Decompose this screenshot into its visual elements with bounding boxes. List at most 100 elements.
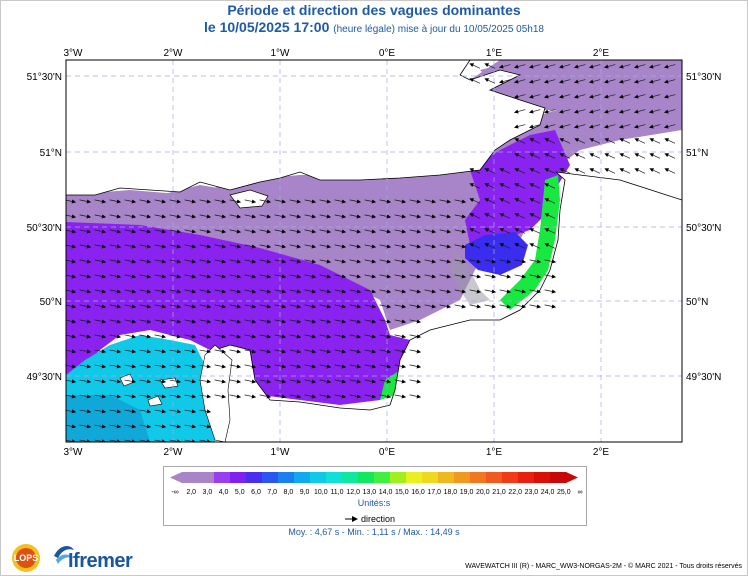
lon-label-top-3: 0°E [379,48,396,59]
direction-arrow [604,124,616,129]
direction-arrow [124,289,137,294]
direction-arrow [154,289,167,294]
color-scale-tick-label: 16,0 [411,489,425,496]
direction-arrow [169,379,182,384]
direction-arrow [634,64,646,69]
direction-arrow [139,229,152,234]
direction-arrow [334,349,347,354]
direction-arrow [604,138,616,144]
direction-arrow [139,304,152,309]
direction-arrow [394,394,407,399]
direction-arrow [349,319,362,324]
direction-arrow [349,349,362,354]
direction-arrow [544,289,557,294]
direction-arrow [364,394,377,399]
direction-arrow [154,379,167,384]
direction-arrow [334,274,347,279]
direction-arrow [334,199,347,204]
direction-arrow [424,289,437,294]
direction-arrow [439,229,452,234]
direction-arrow [544,243,556,249]
direction-arrow [109,304,122,309]
direction-arrow [649,79,661,84]
land [66,60,682,442]
direction-arrow [484,259,497,264]
direction-arrow [154,274,167,279]
direction-arrow [79,409,92,414]
direction-arrow [364,244,377,249]
color-scale-tick-label: 12,0 [346,489,360,496]
direction-arrow [169,319,182,324]
page-title: Période et direction des vagues dominant… [227,2,521,18]
color-scale-tick-label: 17,0 [427,489,441,496]
color-scale-tick-label: 15,0 [395,489,409,496]
direction-arrow [319,199,332,204]
lat-label-right-2: 50°30'N [686,223,721,234]
color-scale-tick-label: 20,0 [476,489,490,496]
color-scale-swatch [438,472,455,483]
direction-arrow [79,379,92,384]
color-scale-tick-label: 9,0 [300,489,310,496]
direction-arrow [154,409,167,414]
direction-arrow [484,183,496,189]
direction-arrow [529,274,542,279]
direction-arrow [454,304,467,309]
direction-arrow [274,259,287,264]
color-scale-tick-label: 10,0 [314,489,328,496]
wave-map: 3°W 2°W 1°W 0°E 1°E 2°E 3°W 2°W 1°W 0°E … [27,48,722,458]
direction-arrow [169,304,182,309]
direction-arrow [544,153,556,159]
direction-arrow [469,289,482,294]
direction-arrow [109,349,122,354]
direction-arrow [454,214,467,219]
color-scale-swatch [310,472,327,483]
direction-arrow [379,244,392,249]
direction-arrow [514,138,526,144]
direction-arrow [514,304,527,309]
direction-arrow [214,319,227,324]
direction-arrow [424,214,437,219]
direction-arrow [169,364,182,369]
direction-arrow [124,229,137,234]
direction-arrow [304,289,317,294]
direction-arrow [394,214,407,219]
color-scale-tick-label: 14,0 [379,489,393,496]
direction-arrow [439,199,452,204]
ifremer-wave-icon [54,546,74,564]
direction-arrow [79,244,92,249]
direction-arrow [304,349,317,354]
direction-arrow [244,199,257,204]
direction-arrow [184,289,197,294]
direction-arrow [439,274,452,279]
direction-arrow [79,394,92,399]
direction-arrow [244,334,257,339]
lon-label-bottom-2: 1°W [271,447,291,458]
direction-arrow [484,63,496,69]
grid-lines [66,60,682,442]
direction-arrow [649,153,661,159]
direction-arrow [559,109,571,114]
direction-arrow [544,94,556,99]
direction-arrow [304,259,317,264]
direction-arrow [274,364,287,369]
direction-arrow [109,199,122,204]
direction-arrow [574,138,586,144]
color-scale-swatch [326,472,343,483]
direction-arrow [79,214,92,219]
direction-arrow [184,424,197,429]
direction-arrow [274,274,287,279]
legend-direction: direction [361,514,395,524]
direction-arrow [649,138,661,144]
direction-arrow [394,379,407,384]
direction-arrow [364,259,377,264]
direction-arrow [154,199,167,204]
direction-arrow [649,94,661,99]
direction-arrow [199,394,212,399]
direction-arrow [649,168,661,174]
color-scale-tick-label: 13,0 [363,489,377,496]
direction-arrow [244,364,257,369]
direction-arrow [379,229,392,234]
footer-credits: WAVEWATCH III (R) - MARC_WW3-NORGAS-2M -… [465,563,742,570]
direction-arrow [514,124,526,129]
direction-arrow [514,79,526,84]
